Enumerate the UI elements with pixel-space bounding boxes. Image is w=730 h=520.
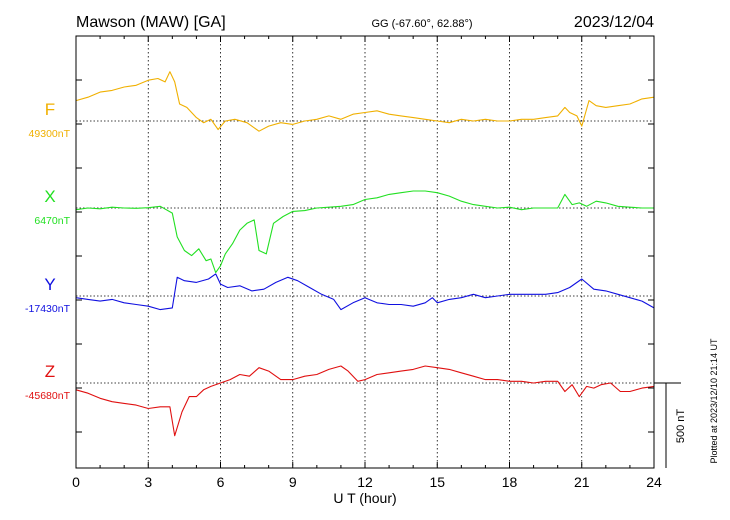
series-name-z: Z	[45, 362, 55, 381]
series-line-x	[75, 190, 654, 274]
series-line-f	[75, 71, 655, 132]
series-line-z	[75, 365, 655, 437]
scale-bar: 500 nT	[654, 382, 687, 468]
x-ticks: 0 3 6 9 12 15 18 21 24	[72, 36, 662, 490]
x-tick-label: 21	[574, 474, 590, 490]
x-tick-label: 18	[502, 474, 518, 490]
x-axis-label: U T (hour)	[333, 490, 396, 506]
date-label: 2023/12/04	[574, 14, 654, 31]
grid-lines	[147, 36, 583, 468]
x-tick-label: 0	[72, 474, 80, 490]
series-line-y	[75, 273, 655, 311]
x-tick-label: 12	[357, 474, 373, 490]
coordinates-label: GG (-67.60°, 62.88°)	[371, 18, 472, 30]
x-tick-label: 9	[289, 474, 297, 490]
series-baseline-label-y: -17430nT	[25, 303, 71, 315]
series-labels: F 49300nT X 6470nT Y -17430nT Z -45680nT	[25, 100, 71, 402]
series-baseline-label-z: -45680nT	[25, 390, 71, 402]
station-title: Mawson (MAW) [GA]	[76, 14, 226, 31]
scale-bar-label: 500 nT	[675, 409, 687, 444]
series-name-f: F	[45, 100, 55, 119]
series-lines	[75, 71, 655, 437]
x-tick-label: 15	[429, 474, 445, 490]
x-tick-label: 24	[646, 474, 662, 490]
series-name-y: Y	[44, 275, 55, 294]
series-name-x: X	[44, 187, 55, 206]
series-baseline-label-x: 6470nT	[34, 215, 70, 227]
x-tick-label: 3	[144, 474, 152, 490]
x-tick-label: 6	[217, 474, 225, 490]
series-baseline-label-f: 49300nT	[29, 128, 71, 140]
plotted-note: Plotted at 2023/12/10 21:14 UT	[709, 338, 719, 464]
